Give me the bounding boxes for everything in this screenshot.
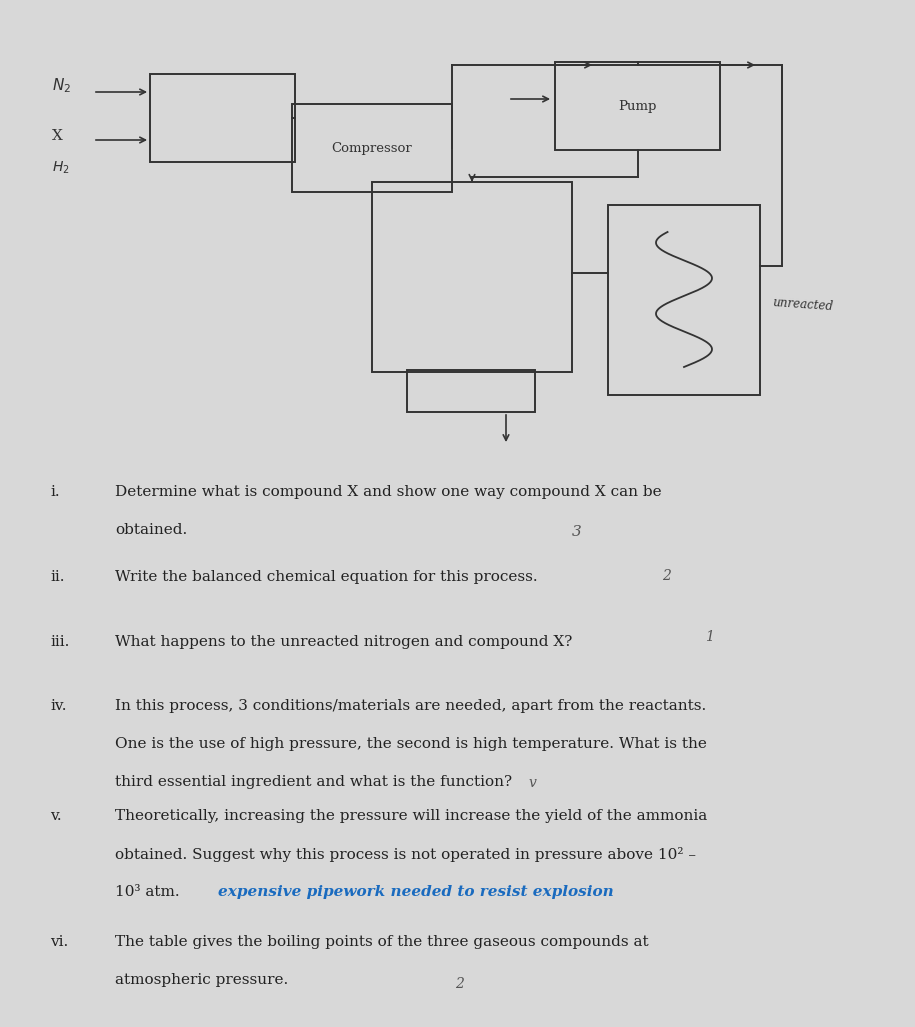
Text: $H_2$: $H_2$ xyxy=(52,160,70,177)
Text: Compressor: Compressor xyxy=(331,142,413,154)
Text: obtained.: obtained. xyxy=(115,523,188,537)
Text: What happens to the unreacted nitrogen and compound X?: What happens to the unreacted nitrogen a… xyxy=(115,635,573,649)
Text: unreacted: unreacted xyxy=(772,297,834,313)
Text: Determine what is compound X and show one way compound X can be: Determine what is compound X and show on… xyxy=(115,485,662,499)
Text: third essential ingredient and what is the function?: third essential ingredient and what is t… xyxy=(115,775,512,789)
Text: The table gives the boiling points of the three gaseous compounds at: The table gives the boiling points of th… xyxy=(115,935,649,949)
Text: i.: i. xyxy=(50,485,59,499)
Text: Write the balanced chemical equation for this process.: Write the balanced chemical equation for… xyxy=(115,570,538,584)
Text: iv.: iv. xyxy=(50,699,67,713)
Text: atmospheric pressure.: atmospheric pressure. xyxy=(115,973,288,987)
Text: 2: 2 xyxy=(455,977,464,991)
Text: vi.: vi. xyxy=(50,935,69,949)
Text: 2: 2 xyxy=(662,569,671,583)
Text: expensive pipework needed to resist explosion: expensive pipework needed to resist expl… xyxy=(218,885,614,899)
Text: $N_2$: $N_2$ xyxy=(52,77,71,96)
Text: In this process, 3 conditions/materials are needed, apart from the reactants.: In this process, 3 conditions/materials … xyxy=(115,699,706,713)
Text: X: X xyxy=(52,129,63,143)
Text: 1: 1 xyxy=(705,630,714,644)
Text: v.: v. xyxy=(50,809,61,823)
Text: Theoretically, increasing the pressure will increase the yield of the ammonia: Theoretically, increasing the pressure w… xyxy=(115,809,707,823)
Text: ii.: ii. xyxy=(50,570,64,584)
Text: obtained. Suggest why this process is not operated in pressure above 10² –: obtained. Suggest why this process is no… xyxy=(115,847,696,862)
Text: 10³ atm.: 10³ atm. xyxy=(115,885,179,899)
Text: 3: 3 xyxy=(572,525,582,539)
Text: Pump: Pump xyxy=(619,100,657,113)
Text: v: v xyxy=(528,776,536,790)
Text: iii.: iii. xyxy=(50,635,70,649)
Text: One is the use of high pressure, the second is high temperature. What is the: One is the use of high pressure, the sec… xyxy=(115,737,707,751)
